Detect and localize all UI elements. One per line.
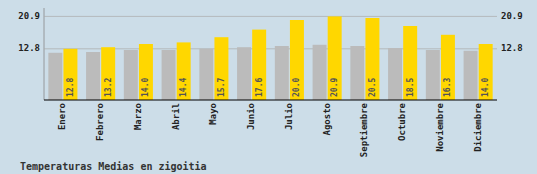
x-tick-label: Julio — [284, 103, 294, 130]
bar — [464, 51, 478, 100]
bar — [403, 26, 417, 100]
data-label: 17.6 — [255, 78, 264, 97]
data-label: 16.3 — [443, 78, 452, 97]
grid-line — [44, 16, 497, 17]
data-label: 14.4 — [179, 78, 188, 97]
x-tick-label: Octubre — [397, 102, 407, 141]
data-label: 14.0 — [481, 78, 490, 97]
y-axis-line — [44, 8, 45, 100]
bar — [48, 53, 62, 100]
y2-tick-label: 12.8 — [501, 43, 523, 53]
data-label: 20.5 — [368, 78, 377, 97]
bar — [328, 16, 342, 100]
bar — [139, 44, 153, 100]
bar — [199, 49, 213, 100]
x-tick-label: Marzo — [133, 103, 143, 130]
data-label: 13.2 — [104, 78, 113, 97]
x-tick-label: Enero — [57, 103, 67, 130]
background — [0, 0, 537, 174]
bar — [479, 44, 493, 100]
bar — [388, 48, 402, 100]
bar — [313, 45, 327, 100]
bar — [162, 50, 176, 100]
bar — [86, 52, 100, 100]
bar — [101, 47, 115, 100]
bar — [275, 46, 289, 100]
x-tick-label: Diciembre — [473, 102, 483, 151]
bar — [252, 30, 266, 100]
bar — [214, 37, 228, 100]
baseline — [44, 99, 497, 100]
bar — [237, 47, 251, 100]
x-tick-label: Mayo — [208, 103, 218, 125]
bar — [350, 46, 364, 100]
x-tick-label: Febrero — [95, 103, 105, 141]
title: Temperaturas Medias en zigoitia — [20, 161, 207, 172]
data-label: 15.7 — [217, 78, 226, 97]
y2-tick-label: 20.9 — [501, 11, 523, 21]
data-label: 14.0 — [141, 78, 150, 97]
bar — [290, 20, 304, 100]
bar — [177, 42, 191, 100]
bar — [124, 50, 138, 100]
data-label: 20.0 — [292, 78, 301, 97]
chart-container: 12.8 12.8 20.9 20.9 12.8 13.2 14.0 14.4 15.7 17.6… — [0, 0, 537, 174]
x-tick-label: Septiembre — [359, 102, 369, 157]
data-label: 20.9 — [330, 78, 339, 97]
data-label: 18.5 — [406, 78, 415, 97]
y-tick-label: 20.9 — [18, 11, 40, 21]
x-tick-label: Agosto — [322, 103, 332, 136]
bar — [441, 35, 455, 100]
chart-svg: 12.8 12.8 20.9 20.9 12.8 13.2 14.0 14.4 15.7 17.6… — [0, 0, 537, 174]
bars — [48, 16, 492, 100]
bar — [426, 50, 440, 100]
y-tick-label: 12.8 — [18, 43, 40, 53]
x-tick-label: Abril — [171, 103, 181, 130]
x-tick-label: Junio — [246, 103, 256, 130]
bar — [63, 49, 77, 100]
data-label: 12.8 — [66, 78, 75, 97]
bar — [365, 18, 379, 100]
x-tick-label: Noviembre — [435, 102, 445, 151]
